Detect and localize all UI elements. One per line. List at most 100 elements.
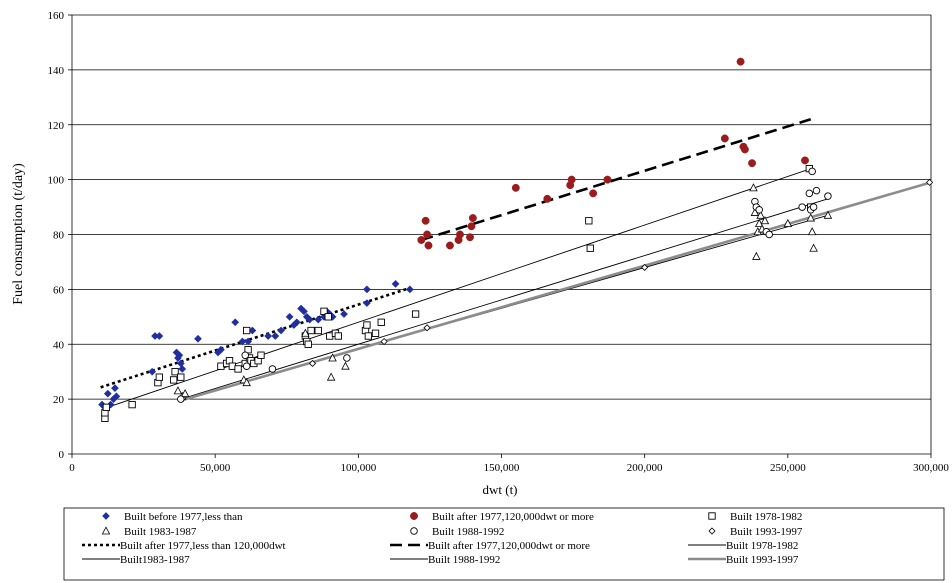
legend-label: Built 1983-1987 <box>124 526 197 538</box>
data-point <box>216 345 225 354</box>
y-tick-label: 60 <box>53 284 65 296</box>
data-point <box>177 373 185 381</box>
data-point <box>589 189 598 198</box>
series-points <box>417 57 809 250</box>
data-point <box>242 378 251 387</box>
legend-label: Built 1988-1992 <box>432 526 504 538</box>
y-tick-label: 40 <box>53 339 65 351</box>
data-point <box>304 340 312 348</box>
data-point <box>405 285 414 294</box>
trendline <box>420 118 812 242</box>
data-point <box>783 218 793 227</box>
legend-label: Built1983-1987 <box>120 554 190 566</box>
data-point <box>364 332 373 340</box>
legend-label: Built after 1977,120,000dwt or more <box>432 511 594 523</box>
data-point <box>242 362 251 370</box>
data-point <box>424 241 433 250</box>
data-point <box>749 183 758 192</box>
data-point <box>341 361 350 370</box>
data-point <box>511 183 520 192</box>
data-point <box>148 367 157 376</box>
data-point <box>740 145 749 154</box>
legend-symbol <box>410 512 418 520</box>
data-point <box>178 364 187 373</box>
data-point <box>292 318 301 327</box>
data-point <box>468 214 477 222</box>
data-point <box>801 156 809 165</box>
data-point <box>324 313 332 321</box>
series-points <box>177 167 832 403</box>
data-point <box>603 175 612 184</box>
data-point <box>343 354 351 362</box>
legend-label: Built after 1977,120,000dwt or more <box>428 540 590 552</box>
data-point <box>277 326 285 335</box>
data-point <box>720 134 729 143</box>
series-points <box>101 164 815 422</box>
data-point <box>362 299 371 308</box>
data-point <box>180 388 190 398</box>
data-point <box>169 376 178 384</box>
data-point <box>244 337 253 346</box>
data-point <box>456 230 464 239</box>
legend: Built before 1977,less than Built after 1… <box>63 507 945 581</box>
data-point <box>155 332 164 340</box>
data-point <box>328 353 337 362</box>
x-tick-label: 0 <box>69 462 75 474</box>
data-point <box>340 310 348 319</box>
data-point <box>765 230 773 239</box>
series-points <box>173 183 833 400</box>
data-point <box>585 217 593 225</box>
data-point <box>103 389 112 398</box>
data-point <box>241 351 249 359</box>
data-point <box>271 332 280 340</box>
data-point <box>194 334 202 343</box>
y-tick-label: 120 <box>48 120 65 132</box>
data-point <box>417 236 426 244</box>
y-tick-label: 100 <box>48 175 65 187</box>
data-point <box>112 392 121 401</box>
data-point <box>806 213 816 222</box>
data-point <box>155 373 163 381</box>
x-tick-label: 150,000 <box>484 462 520 474</box>
data-point <box>231 318 240 327</box>
legend-label: Built 1993-1997 <box>730 526 803 538</box>
data-point <box>128 400 136 409</box>
data-point <box>805 189 814 198</box>
data-point <box>808 167 816 176</box>
legend-label: Built 1988-1992 <box>428 554 500 566</box>
data-point <box>299 307 308 316</box>
data-point <box>234 365 242 373</box>
x-tick-labels: 0 50,000 100,000 150,000 200,000 250,000 300,0… <box>69 462 949 474</box>
data-point <box>754 218 764 227</box>
data-point <box>377 318 385 326</box>
data-point <box>363 321 371 329</box>
data-point <box>380 337 388 346</box>
x-tick-label: 100,000 <box>340 462 376 474</box>
y-tick-label: 0 <box>59 449 65 461</box>
x-axis-label: dwt (t) <box>482 482 517 497</box>
data-point <box>823 210 833 219</box>
data-point <box>320 307 328 315</box>
data-point <box>752 251 761 260</box>
legend-symbol <box>708 527 716 535</box>
legend-symbol <box>708 512 716 520</box>
data-point <box>586 244 594 252</box>
y-tick-label: 160 <box>48 10 65 22</box>
y-tick-labels: 0 20 40 60 80 100 120 140 160 <box>48 10 65 461</box>
x-tick-label: 300,000 <box>913 462 949 474</box>
x-tick-label: 50,000 <box>200 462 231 474</box>
data-point <box>567 175 576 184</box>
data-point <box>173 386 183 395</box>
data-point <box>421 216 430 225</box>
data-point <box>423 324 431 332</box>
legend-symbol <box>102 512 110 520</box>
data-point <box>756 210 765 219</box>
legend-symbol <box>410 527 418 535</box>
trendline <box>180 198 829 400</box>
data-point <box>641 263 649 271</box>
data-point <box>446 241 454 250</box>
data-point <box>466 233 474 242</box>
data-point <box>110 384 119 393</box>
x-tick-label: 200,000 <box>627 462 663 474</box>
